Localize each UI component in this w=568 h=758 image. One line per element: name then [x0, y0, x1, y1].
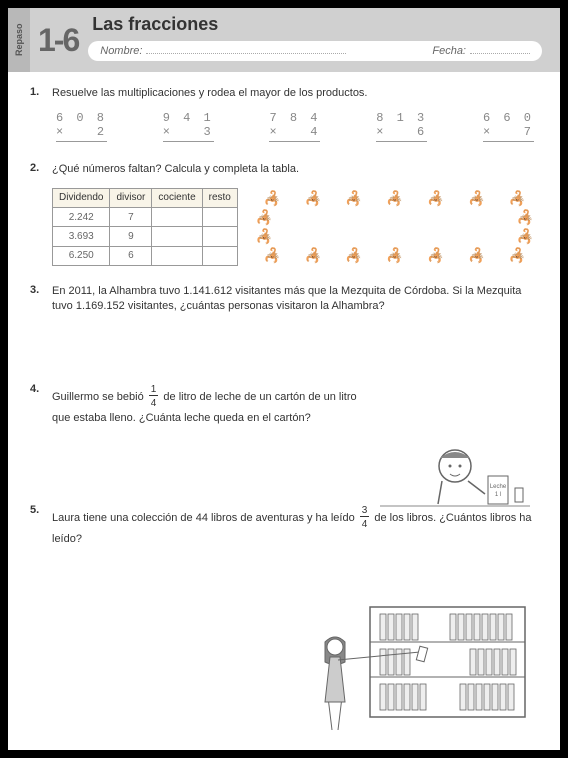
multiplication: 7 8 4×4 — [269, 111, 320, 144]
fecha-label: Fecha: — [432, 45, 466, 57]
table-header: Dividendo — [53, 188, 110, 207]
table-cell[interactable] — [152, 227, 202, 246]
girl-bookshelf-illustration — [310, 602, 530, 732]
table-cell[interactable]: 3.693 — [53, 227, 110, 246]
fraction: 14 — [149, 383, 159, 411]
problem-text: Resuelve las multiplicaciones y rodea el… — [52, 86, 538, 101]
repaso-tab: Repaso — [8, 8, 30, 72]
multiplication: 6 6 0×7 — [483, 111, 534, 144]
lesson-number: 1-6 — [30, 8, 88, 72]
multiplication: 8 1 3×6 — [376, 111, 427, 144]
svg-text:Leche: Leche — [490, 484, 507, 490]
svg-text:1 l: 1 l — [495, 492, 501, 498]
header: Repaso 1-6 Las fracciones Nombre: Fecha: — [8, 8, 560, 72]
table-header: resto — [202, 188, 237, 207]
fraction: 34 — [360, 504, 370, 532]
nombre-label: Nombre: — [100, 45, 142, 57]
table-cell[interactable] — [152, 208, 202, 227]
problem-number: 3. — [30, 284, 52, 365]
name-date-row: Nombre: Fecha: — [88, 41, 542, 61]
problem-text: Guillermo se bebió 14 de litro de leche … — [52, 383, 378, 426]
multiplications: 6 0 8×2 9 4 1×3 7 8 4×4 8 1 3×6 6 6 0×7 — [52, 111, 538, 144]
table-cell[interactable]: 7 — [110, 208, 152, 227]
bugs-decoration: 🦂🦂🦂🦂🦂🦂🦂 🦂🦂 🦂🦂 🦂🦂🦂🦂🦂🦂🦂 — [252, 188, 538, 266]
problem-text: En 2011, la Alhambra tuvo 1.141.612 visi… — [52, 284, 538, 315]
table-cell[interactable] — [202, 208, 237, 227]
problem-number: 1. — [30, 86, 52, 144]
table-header: cociente — [152, 188, 202, 207]
problem-number: 4. — [30, 383, 52, 486]
table-cell[interactable] — [152, 246, 202, 265]
multiplication: 9 4 1×3 — [163, 111, 214, 144]
table-row: 3.6939 — [53, 227, 238, 246]
problem-number: 5. — [30, 504, 52, 557]
table-cell[interactable] — [202, 227, 237, 246]
nombre-input-line[interactable] — [146, 53, 346, 54]
problem-1: 1. Resuelve las multiplicaciones y rodea… — [30, 86, 538, 144]
table-cell[interactable] — [202, 246, 237, 265]
table-cell[interactable]: 9 — [110, 227, 152, 246]
table-cell[interactable]: 6 — [110, 246, 152, 265]
boy-illustration: Leche 1 l — [380, 436, 530, 526]
problem-3: 3. En 2011, la Alhambra tuvo 1.141.612 v… — [30, 284, 538, 365]
table-cell[interactable]: 6.250 — [53, 246, 110, 265]
problem-number: 2. — [30, 162, 52, 265]
fecha-input-line[interactable] — [470, 53, 530, 54]
multiplication: 6 0 8×2 — [56, 111, 107, 144]
table-row: 6.2506 — [53, 246, 238, 265]
problem-text: ¿Qué números faltan? Calcula y completa … — [52, 162, 538, 177]
worksheet-page: Repaso 1-6 Las fracciones Nombre: Fecha:… — [0, 0, 568, 758]
table-cell[interactable]: 2.242 — [53, 208, 110, 227]
table-header: divisor — [110, 188, 152, 207]
problem-2: 2. ¿Qué números faltan? Calcula y comple… — [30, 162, 538, 265]
page-title: Las fracciones — [88, 14, 560, 35]
division-table: Dividendodivisorcocienteresto2.24273.693… — [52, 188, 238, 266]
table-row: 2.2427 — [53, 208, 238, 227]
